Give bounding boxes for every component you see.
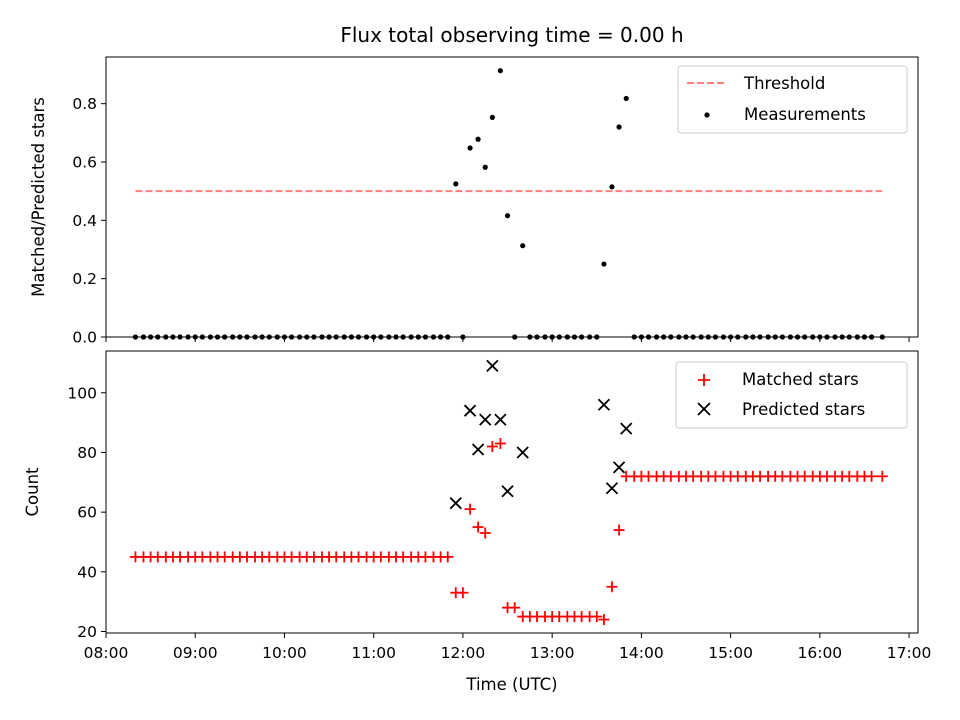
matched-star-point — [494, 438, 506, 450]
measurement-point — [467, 145, 473, 151]
top-y-axis-label: Matched/Predicted stars — [29, 97, 48, 297]
predicted-star-point — [501, 485, 514, 498]
predicted-star-point — [486, 359, 499, 373]
x-tick-label: 09:00 — [173, 644, 218, 662]
measurement-point — [475, 136, 481, 142]
top-axis-ticks — [101, 103, 910, 342]
x-tick-label: 10:00 — [262, 644, 307, 662]
x-axis-label: Time (UTC) — [465, 675, 557, 694]
top-y-tick-labels: 0.0 0.2 0.4 0.6 0.8 — [72, 95, 97, 346]
top-y-tick-label: 0.6 — [72, 154, 97, 172]
predicted-star-point — [620, 422, 633, 435]
matched-star-point — [442, 551, 454, 563]
bottom-y-axis-label: Count — [23, 467, 42, 517]
legend-threshold-label: Threshold — [743, 74, 825, 93]
bottom-y-tick-label: 60 — [77, 504, 97, 522]
predicted-star-point — [605, 482, 619, 495]
matched-star-point — [472, 521, 484, 533]
top-y-tick-label: 0.2 — [72, 270, 97, 288]
matched-star-point — [866, 470, 878, 482]
matched-star-point — [876, 470, 888, 482]
legend-measurements-swatch — [704, 112, 710, 118]
measurement-point — [601, 261, 607, 267]
bottom-legend: Matched stars Predicted stars — [675, 361, 908, 429]
measurement-point — [489, 114, 495, 120]
predicted-star-point — [449, 497, 462, 510]
predicted-star-point — [494, 413, 507, 426]
bottom-y-tick-label: 80 — [77, 444, 97, 462]
legend-predicted-label: Predicted stars — [742, 400, 865, 419]
measurement-point — [504, 213, 511, 219]
predicted-star-point — [471, 443, 485, 456]
legend-matched-label: Matched stars — [742, 370, 859, 389]
x-tick-label: 17:00 — [887, 644, 932, 662]
measurement-point — [453, 181, 459, 187]
measurement-point — [616, 124, 622, 130]
legend-measurements-label: Measurements — [744, 105, 866, 124]
count-panel: 20 40 60 80 100 08:00 09:00 10:00 11:00 12:00 13:… — [23, 350, 932, 694]
measurement-point — [623, 95, 629, 102]
matched-star-point — [457, 587, 469, 599]
measurement-point — [497, 68, 503, 74]
x-tick-label: 14:00 — [619, 644, 664, 662]
measurement-point — [609, 184, 615, 190]
chart-title: Flux total observing time = 0.00 h — [340, 23, 683, 47]
top-axes-frame — [105, 56, 919, 338]
x-tick-label: 11:00 — [351, 644, 396, 662]
bottom-y-tick-labels: 20 40 60 80 100 — [67, 384, 97, 641]
predicted-star-point — [516, 446, 529, 459]
ratio-panel: 0.00.20.40.60.8 Matched/Predicted stars … — [29, 56, 919, 347]
measurement-point — [520, 243, 526, 249]
bottom-plot-marks — [129, 359, 888, 626]
bottom-axis-ticks — [101, 392, 910, 638]
x-tick-label: 12:00 — [441, 644, 486, 662]
predicted-star-point — [612, 461, 626, 474]
matched-star-point — [606, 581, 618, 593]
predicted-star-point — [463, 404, 477, 417]
bottom-axes-frame — [105, 350, 919, 634]
top-legend: Threshold Measurements — [677, 65, 908, 134]
x-tick-label: 08:00 — [84, 644, 129, 662]
bottom-y-tick-label: 40 — [77, 563, 97, 581]
x-tick-label: 15:00 — [708, 644, 753, 662]
x-tick-label: 16:00 — [798, 644, 843, 662]
top-y-tick-label: 0.0 — [72, 329, 97, 347]
legend-matched-swatch — [698, 374, 710, 386]
matched-star-point — [464, 503, 476, 515]
matched-star-point — [509, 602, 521, 614]
bottom-y-tick-label: 20 — [77, 623, 97, 641]
matched-star-point — [591, 611, 603, 623]
matched-star-point — [486, 440, 498, 452]
measurement-point — [482, 164, 488, 170]
bottom-y-tick-label: 100 — [67, 384, 97, 402]
top-y-tick-label: 0.8 — [72, 95, 97, 113]
top-y-tick-label: 0.4 — [72, 212, 97, 230]
bottom-legend-box — [675, 361, 908, 429]
matched-star-point — [613, 524, 625, 536]
predicted-star-point — [479, 413, 492, 426]
x-tick-label: 13:00 — [530, 644, 575, 662]
bottom-x-tick-labels: 08:00 09:00 10:00 11:00 12:00 13:00 14:00 15:00… — [84, 644, 932, 662]
matched-star-point — [479, 527, 491, 539]
legend-predicted-swatch — [697, 402, 711, 416]
predicted-star-point — [597, 398, 611, 411]
top-legend-box — [677, 65, 908, 134]
matched-star-point — [598, 614, 610, 626]
